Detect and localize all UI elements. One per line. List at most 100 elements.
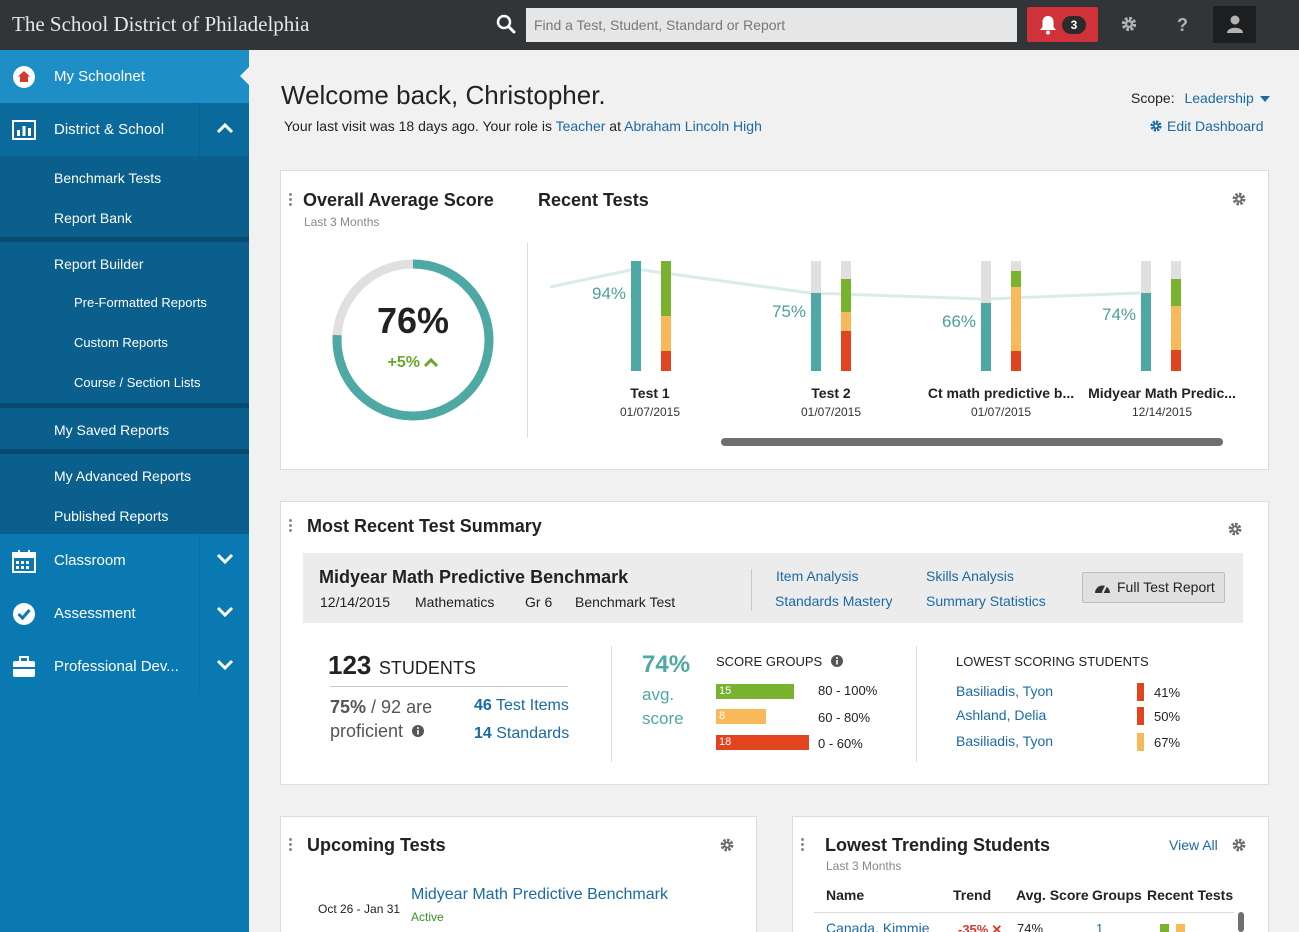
search-icon[interactable] (496, 14, 516, 34)
page-title: Welcome back, Christopher. (281, 80, 606, 110)
full-test-report-button[interactable]: Full Test Report (1082, 572, 1225, 603)
column-header-groups[interactable]: Groups (1092, 887, 1142, 903)
grey-segment (981, 261, 991, 303)
vertical-scrollbar[interactable] (1238, 912, 1244, 932)
student-link[interactable]: Basiliadis, Tyon (956, 733, 1054, 749)
info-icon[interactable] (412, 725, 425, 737)
edit-dashboard-link[interactable]: Edit Dashboard (1149, 118, 1264, 134)
proficient-rest: / 92 are (371, 697, 433, 717)
green-segment (841, 279, 851, 312)
sidebar-item-benchmark-tests[interactable]: Benchmark Tests (54, 170, 162, 186)
school-link[interactable]: Abraham Lincoln High (624, 118, 762, 134)
summary-test-type: Benchmark Test (575, 594, 676, 610)
overall-score-title: Overall Average Score (303, 190, 494, 210)
horizontal-scrollbar[interactable] (721, 438, 1223, 446)
sidebar-item-district-school[interactable]: District & School (0, 103, 249, 156)
settings-gear-icon[interactable] (1120, 15, 1138, 38)
sidebar-item-preformatted-reports[interactable]: Pre-Formatted Reports (74, 295, 207, 310)
groups-link[interactable]: 1 (1096, 921, 1104, 932)
chevron-down-icon (216, 606, 234, 618)
score-group-range: 80 - 100% (818, 683, 878, 698)
sidebar-item-classroom[interactable]: Classroom (0, 534, 249, 587)
vertical-divider (527, 243, 528, 438)
sidebar-item-my-schoolnet[interactable]: My Schoolnet (0, 50, 249, 103)
column-header-avg-score[interactable]: Avg. Score (1016, 887, 1089, 903)
student-link[interactable]: Basiliadis, Tyon (956, 683, 1054, 699)
info-icon[interactable] (830, 655, 843, 667)
sidebar-item-label: My Schoolnet (54, 68, 145, 85)
test-4-date: 12/14/2015 (1131, 405, 1193, 419)
standards-mastery-link[interactable]: Standards Mastery (775, 593, 893, 609)
speedometer-icon (1095, 585, 1110, 594)
test-items-link[interactable]: 46 Test Items (474, 697, 569, 715)
standards-link[interactable]: 14 Standards (474, 725, 569, 743)
overview-card (280, 170, 1269, 470)
orange-segment (661, 316, 671, 351)
test-4-name[interactable]: Midyear Math Predic... (1088, 385, 1236, 401)
gear-icon[interactable] (1231, 191, 1247, 207)
expand-toggle[interactable] (199, 587, 249, 640)
overall-score-value: 76% (376, 300, 450, 341)
orange-segment (1011, 287, 1021, 351)
collapse-toggle[interactable] (199, 103, 249, 156)
sidebar: My Schoolnet District & School Benchmark… (0, 50, 249, 932)
avg-score-label-2: score (642, 709, 684, 728)
students-count: 123 STUDENTS (328, 650, 476, 681)
item-analysis-link[interactable]: Item Analysis (776, 568, 859, 584)
test-4-score: 74% (1102, 305, 1137, 324)
notifications-button[interactable]: 3 (1027, 7, 1098, 42)
gear-icon[interactable] (1227, 521, 1243, 537)
sidebar-item-assessment[interactable]: Assessment (0, 587, 249, 640)
teal-bar (631, 261, 641, 371)
drag-handle-icon[interactable] (289, 193, 293, 207)
sidebar-item-report-bank[interactable]: Report Bank (54, 210, 132, 226)
brand-title[interactable]: The School District of Philadelphia (12, 12, 310, 36)
score-group-range: 0 - 60% (818, 736, 863, 751)
test-2-date: 01/07/2015 (800, 405, 862, 419)
gear-icon[interactable] (719, 837, 735, 853)
gear-icon[interactable] (1231, 837, 1247, 853)
edit-dashboard-label: Edit Dashboard (1167, 118, 1264, 134)
expand-toggle[interactable] (199, 640, 249, 693)
help-icon[interactable]: ? (1177, 15, 1188, 35)
skills-analysis-link[interactable]: Skills Analysis (926, 568, 1014, 584)
scope-dropdown[interactable]: Leadership (1184, 90, 1254, 106)
proficient-label-row: proficient (330, 721, 425, 742)
summary-statistics-link[interactable]: Summary Statistics (926, 593, 1046, 609)
student-link[interactable]: Ashland, Delia (956, 707, 1047, 723)
top-bar: The School District of Philadelphia 3 ? (0, 0, 1299, 50)
search-input[interactable] (526, 8, 1017, 42)
student-link[interactable]: Canada, Kimmie (826, 920, 930, 932)
upcoming-test-link[interactable]: Midyear Math Predictive Benchmark (411, 886, 668, 903)
sidebar-item-report-builder[interactable]: Report Builder (54, 256, 144, 272)
expand-toggle[interactable] (199, 534, 249, 587)
red-segment (841, 331, 851, 371)
role-link[interactable]: Teacher (555, 118, 606, 134)
scope-selector: Scope: Leadership (1131, 90, 1270, 106)
sidebar-item-my-saved-reports[interactable]: My Saved Reports (54, 422, 170, 438)
drag-handle-icon[interactable] (289, 838, 293, 852)
test-3-name[interactable]: Ct math predictive b... (927, 385, 1075, 401)
drag-handle-icon[interactable] (801, 838, 805, 852)
drag-handle-icon[interactable] (289, 519, 293, 533)
proficient-label: proficient (330, 721, 404, 741)
recent-test-indicator (1160, 924, 1169, 932)
summary-test-grade: Gr 6 (525, 594, 553, 610)
column-header-recent-tests[interactable]: Recent Tests (1147, 887, 1234, 903)
view-all-link[interactable]: View All (1169, 837, 1218, 853)
test-1-name[interactable]: Test 1 (630, 385, 670, 401)
sidebar-item-custom-reports[interactable]: Custom Reports (74, 335, 168, 350)
column-header-trend[interactable]: Trend (953, 887, 992, 903)
recent-test-indicator (1176, 924, 1185, 932)
user-menu-button[interactable] (1213, 6, 1256, 43)
test-summary-title: Most Recent Test Summary (307, 516, 542, 536)
sidebar-item-professional-dev[interactable]: Professional Dev... (0, 640, 249, 693)
sidebar-item-course-section-lists[interactable]: Course / Section Lists (74, 375, 201, 390)
recent-tests-title: Recent Tests (538, 190, 649, 210)
sidebar-item-my-advanced-reports[interactable]: My Advanced Reports (54, 468, 191, 484)
test-2-name[interactable]: Test 2 (811, 385, 851, 401)
column-header-name[interactable]: Name (826, 887, 865, 903)
active-indicator (240, 67, 249, 85)
sidebar-item-published-reports[interactable]: Published Reports (54, 508, 169, 524)
chevron-down-icon (216, 553, 234, 565)
